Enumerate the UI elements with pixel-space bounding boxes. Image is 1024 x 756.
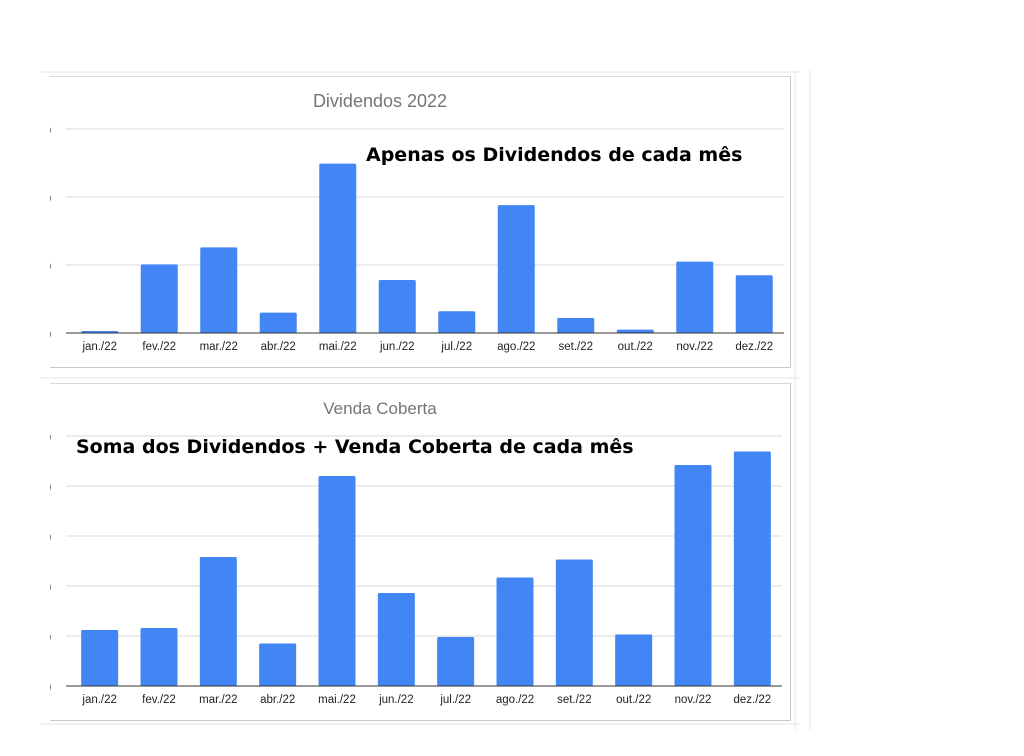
x-tick-label: jul./22	[440, 341, 472, 353]
bar-mar./22	[200, 247, 238, 333]
x-tick-label: dez./22	[735, 341, 773, 353]
y-tick-label-clipped: )	[50, 532, 51, 543]
bar-jun./22	[377, 593, 415, 686]
bar-set./22	[555, 559, 593, 686]
dividendos-chart: )))) jan./22 fev./22 mar./22 abr./22 mai./22 j…	[50, 125, 784, 353]
bar-ago./22	[497, 205, 535, 333]
x-tick-label: ago./22	[496, 694, 534, 706]
bar-out./22	[616, 329, 654, 333]
bar-dez./22	[735, 275, 773, 333]
bar-abr./22	[259, 643, 297, 686]
x-tick-label: jan./22	[81, 694, 117, 706]
x-tick-label: dez./22	[733, 694, 771, 706]
bar-nov./22	[676, 261, 714, 333]
venda-coberta-chart-panel[interactable]: Venda Coberta )))))) jan./22 fev./22 mar./2…	[50, 383, 791, 721]
x-tick-label: ago./22	[497, 341, 535, 353]
x-tick-label: jan./22	[81, 341, 117, 353]
bar-jun./22	[378, 279, 416, 333]
annotation-dividends-only: Apenas os Dividendos de cada mês	[366, 144, 743, 166]
annotation-dividends-plus-covered-call: Soma dos Dividendos + Venda Coberta de c…	[76, 436, 634, 458]
bar-jan./22	[81, 330, 119, 333]
dividendos-chart-panel[interactable]: Dividendos 2022 )))) jan./22 fev./22 mar./2…	[50, 76, 791, 368]
bar-mai./22	[318, 476, 356, 686]
y-tick-label-clipped: )	[50, 193, 51, 204]
bar-fev./22	[140, 628, 178, 686]
x-tick-label: mar./22	[199, 694, 237, 706]
bar-dez./22	[733, 451, 771, 686]
y-tick-label-clipped: )	[50, 125, 51, 136]
bar-out./22	[615, 634, 653, 686]
bar-mar./22	[199, 557, 237, 686]
x-tick-label: mai./22	[318, 694, 356, 706]
x-tick-label: fev./22	[142, 341, 176, 353]
y-tick-label-clipped: )	[50, 261, 51, 272]
chart-title: Venda Coberta	[323, 399, 437, 418]
y-tick-label-clipped: )	[50, 632, 51, 643]
bar-fev./22	[140, 264, 178, 333]
y-tick-label-clipped: )	[50, 329, 51, 340]
x-tick-label: set./22	[558, 341, 593, 353]
bar-jul./22	[438, 311, 476, 333]
bar-mai./22	[319, 163, 357, 333]
y-tick-label-clipped: )	[50, 582, 51, 593]
y-tick-label-clipped: )	[50, 682, 51, 693]
x-tick-label: out./22	[616, 694, 651, 706]
bar-ago./22	[496, 577, 534, 686]
y-tick-label-clipped: )	[50, 432, 51, 443]
chart-title: Dividendos 2022	[312, 91, 448, 111]
x-tick-label: fev./22	[142, 694, 176, 706]
x-tick-label: jun./22	[378, 694, 414, 706]
x-tick-label: abr./22	[260, 694, 295, 706]
venda-coberta-chart: )))))) jan./22 fev./22 mar./22 abr./22 mai./2…	[50, 432, 782, 706]
y-tick-label-clipped: )	[50, 482, 51, 493]
x-tick-label: out./22	[618, 341, 653, 353]
bar-abr./22	[259, 312, 297, 333]
x-tick-label: set./22	[557, 694, 592, 706]
bar-set./22	[557, 318, 595, 333]
x-tick-label: mar./22	[200, 341, 238, 353]
x-tick-label: nov./22	[676, 341, 713, 353]
bar-jan./22	[81, 630, 119, 686]
x-tick-label: mai./22	[319, 341, 357, 353]
x-tick-label: abr./22	[261, 341, 296, 353]
x-tick-label: jun./22	[379, 341, 415, 353]
x-tick-label: jul./22	[439, 694, 471, 706]
bar-jul./22	[437, 637, 475, 686]
bar-nov./22	[674, 465, 712, 686]
x-tick-label: nov./22	[675, 694, 712, 706]
